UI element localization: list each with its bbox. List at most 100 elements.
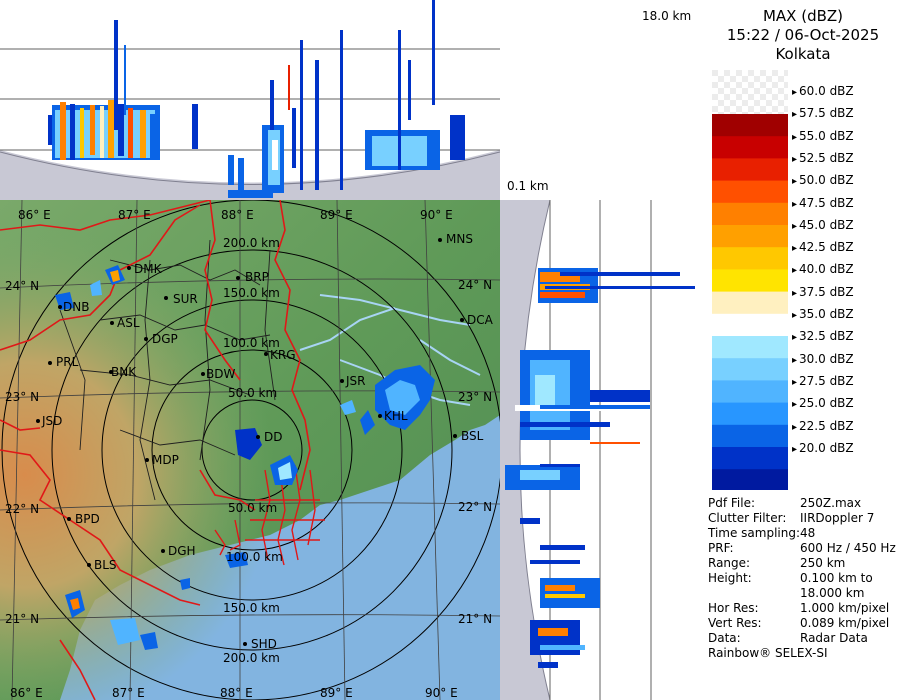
map-labels: 86° E 87° E 88° E 89° E 90° E 86° E 87° … — [0, 200, 500, 700]
lon-label-89-bottom: 89° E — [320, 686, 353, 700]
range-label-100-south: 100.0 km — [226, 550, 283, 564]
legend-swatch — [712, 114, 788, 137]
legend-label: 52.5 dBZ — [792, 151, 854, 167]
top-height-section — [0, 0, 500, 200]
legend-label: 50.0 dBZ — [792, 173, 854, 189]
legend-label: 30.0 dBZ — [792, 352, 854, 368]
range-label-200-north: 200.0 km — [223, 236, 280, 250]
station-name: Kolkata — [775, 45, 831, 63]
city-BRP: BRP — [245, 270, 269, 284]
city-DCA: DCA — [467, 313, 493, 327]
lat-label-21-right: 21° N — [458, 612, 493, 626]
lon-label-87-bottom: 87° E — [112, 686, 145, 700]
city-BNK: BNK — [111, 365, 137, 379]
product-title: MAX (dBZ) — [762, 7, 844, 25]
legend-swatch — [712, 336, 788, 359]
city-MDP: MDP — [152, 453, 179, 467]
legend-label: 37.5 dBZ — [792, 285, 854, 301]
legend-label: 45.0 dBZ — [792, 218, 854, 234]
info-key: Clutter Filter: — [708, 511, 787, 525]
lon-label-88-bottom: 88° E — [220, 686, 253, 700]
city-ASL: ASL — [117, 316, 140, 330]
lon-label-88: 88° E — [221, 208, 254, 222]
lat-label-23-right: 23° N — [458, 390, 493, 404]
legend-swatch — [712, 424, 788, 448]
city-JSD: JSD — [42, 414, 63, 428]
top-height-label: 18.0 km — [642, 9, 692, 23]
range-label-50-north: 50.0 km — [228, 386, 278, 400]
range-label-50-south: 50.0 km — [228, 501, 278, 515]
legend-label: 47.5 dBZ — [792, 196, 854, 212]
city-DGH: DGH — [168, 544, 196, 558]
info-value: 1.000 km/pixel — [800, 601, 890, 615]
city-DD: DD — [264, 430, 283, 444]
lon-label-86-bottom: 86° E — [10, 686, 43, 700]
lat-label-21: 21° N — [5, 612, 40, 626]
lon-label-90: 90° E — [420, 208, 453, 222]
info-value: 0.100 km to — [800, 571, 873, 585]
legend-label: 40.0 dBZ — [792, 262, 854, 278]
range-label-150-north: 150.0 km — [223, 286, 280, 300]
city-JSR: JSR — [346, 374, 366, 388]
info-value: 18.000 km — [800, 586, 865, 600]
legend-label: 20.0 dBZ — [792, 441, 854, 457]
info-value: 48 — [800, 526, 816, 540]
info-key: Data: — [708, 631, 741, 645]
lat-label-23: 23° N — [5, 390, 40, 404]
info-key: Time sampling: — [708, 526, 801, 540]
legend-label: 60.0 dBZ — [792, 84, 854, 100]
min-height-label: 0.1 km — [507, 179, 549, 193]
lon-label-86: 86° E — [18, 208, 51, 222]
info-value: IIRDoppler 7 — [800, 511, 875, 525]
product-timestamp: 15:22 / 06-Oct-2025 — [726, 26, 880, 44]
legend-swatch — [712, 447, 788, 470]
legend-label: 27.5 dBZ — [792, 374, 854, 390]
legend-swatch — [712, 469, 788, 490]
legend-swatch — [712, 180, 788, 204]
info-key: Hor Res: — [708, 601, 759, 615]
city-MNS: MNS — [446, 232, 473, 246]
legend-swatch — [712, 158, 788, 182]
legend-label: 55.0 dBZ — [792, 129, 854, 145]
lat-label-22-right: 22° N — [458, 500, 493, 514]
info-key: Pdf File: — [708, 496, 756, 510]
product-title-block: MAX (dBZ) 15:22 / 06-Oct-2025 Kolkata — [700, 7, 906, 64]
right-height-section — [500, 200, 700, 700]
city-DGP: DGP — [152, 332, 178, 346]
legend-label: 42.5 dBZ — [792, 240, 854, 256]
radar-map[interactable] — [0, 200, 500, 700]
lon-label-87: 87° E — [118, 208, 151, 222]
legend-swatch — [712, 313, 788, 337]
info-value: 250Z.max — [800, 496, 862, 510]
legend-label: 57.5 dBZ — [792, 106, 854, 122]
info-key: PRF: — [708, 541, 734, 555]
info-value: 250 km — [800, 556, 846, 570]
info-value: 0.089 km/pixel — [800, 616, 890, 630]
info-value: Radar Data — [800, 631, 868, 645]
city-BPD: BPD — [75, 512, 100, 526]
info-key: Range: — [708, 556, 751, 570]
lon-label-89: 89° E — [320, 208, 353, 222]
city-DNB: DNB — [63, 300, 90, 314]
legend-swatch — [712, 247, 788, 270]
info-value: 600 Hz / 450 Hz — [800, 541, 896, 555]
range-label-200-south: 200.0 km — [223, 651, 280, 665]
legend-swatch — [712, 269, 788, 293]
range-label-150-south: 150.0 km — [223, 601, 280, 615]
legend-swatch — [712, 225, 788, 248]
lat-label-24: 24° N — [5, 279, 40, 293]
legend-label: 35.0 dBZ — [792, 307, 854, 323]
city-KRG: KRG — [270, 348, 296, 362]
legend-label: 25.0 dBZ — [792, 396, 854, 412]
legend-label: 22.5 dBZ — [792, 419, 854, 435]
color-legend — [712, 70, 788, 490]
legend-label: 32.5 dBZ — [792, 329, 854, 345]
legend-swatch — [712, 358, 788, 381]
lon-label-90-bottom: 90° E — [425, 686, 458, 700]
city-BLS: BLS — [94, 558, 117, 572]
city-DMK: DMK — [134, 262, 162, 276]
legend-swatch — [712, 136, 788, 159]
city-PRL: PRL — [56, 355, 79, 369]
legend-swatch — [712, 402, 788, 426]
info-panel: MAX (dBZ) 15:22 / 06-Oct-2025 Kolkata 60… — [700, 0, 906, 700]
